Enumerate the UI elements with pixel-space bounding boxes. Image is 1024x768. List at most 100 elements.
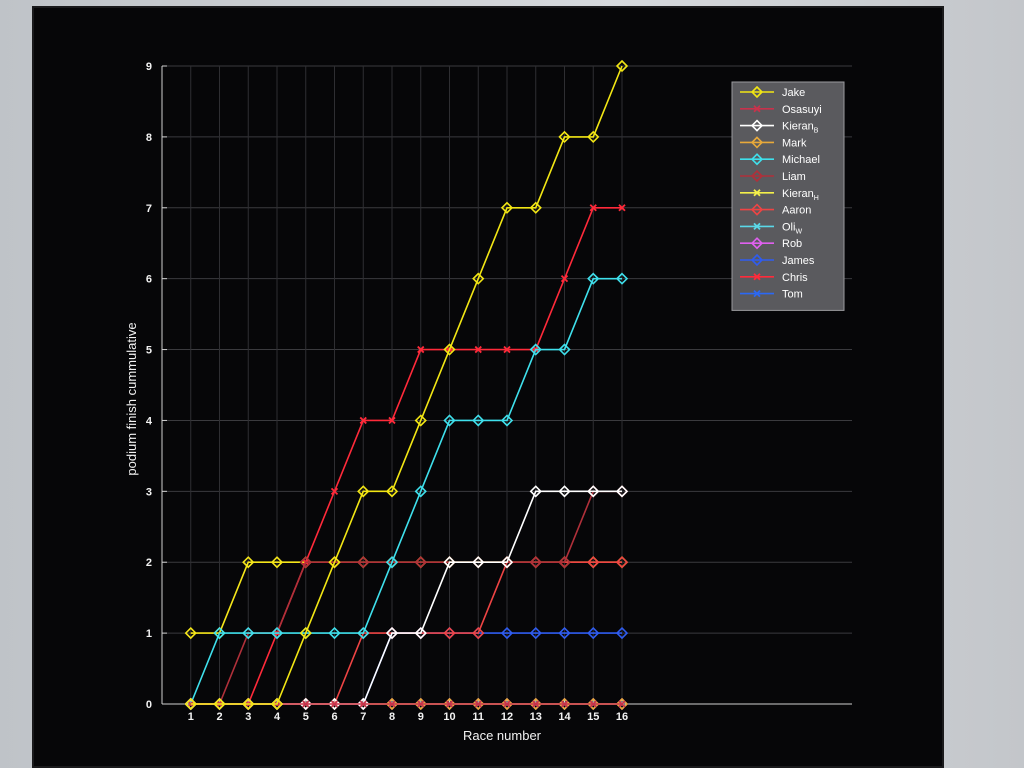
data-point: [184, 697, 197, 711]
legend-item: Chris: [740, 272, 808, 284]
legend-label: Michael: [782, 154, 820, 166]
series-line: [190, 206, 622, 705]
y-tick-label: 2: [146, 557, 152, 569]
x-tick-label: 2: [216, 711, 222, 723]
x-tick-label: 4: [274, 711, 281, 723]
data-point: [529, 485, 542, 498]
data-point: [445, 700, 454, 708]
data-point: [615, 59, 629, 73]
legend-marker: [750, 253, 764, 267]
y-tick-label: 8: [146, 132, 152, 144]
x-tick-label: 10: [443, 711, 455, 723]
data-point: [500, 201, 514, 214]
legend-item: Rob: [740, 237, 802, 250]
data-point: [503, 345, 511, 354]
legend-label: KieranB: [782, 121, 819, 135]
legend-marker: [750, 203, 764, 216]
data-point: [302, 700, 310, 708]
y-tick-label: 3: [146, 486, 152, 498]
data-point: [330, 487, 339, 495]
data-point: [532, 700, 540, 708]
legend-label: Jake: [782, 87, 805, 99]
data-point: [558, 343, 571, 356]
y-tick-label: 5: [146, 345, 152, 357]
y-tick-label: 4: [146, 415, 153, 427]
data-point: [500, 697, 514, 711]
data-point: [587, 626, 600, 640]
y-tick-label: 0: [146, 699, 152, 711]
data-point: [500, 626, 514, 640]
legend-item: KieranH: [740, 188, 819, 202]
x-tick-label: 7: [360, 711, 366, 723]
data-point: [385, 697, 399, 711]
legend-item: KieranB: [740, 119, 819, 135]
data-point: [414, 626, 427, 640]
legend-item: Aaron: [740, 203, 811, 217]
data-point: [242, 556, 255, 569]
x-tick-label: 5: [303, 711, 309, 723]
data-point: [357, 697, 370, 711]
data-point: [472, 414, 485, 427]
data-point: [589, 700, 597, 708]
x-tick-label: 6: [331, 711, 337, 723]
legend-label: James: [782, 255, 815, 267]
series-line: [190, 65, 623, 705]
data-point: [357, 556, 370, 569]
data-point: [589, 204, 597, 212]
data-point: [270, 626, 284, 640]
data-point: [615, 272, 629, 285]
legend-label: Mark: [782, 137, 807, 149]
data-point: [213, 626, 226, 640]
data-point: [414, 556, 427, 569]
legend-label: Aaron: [782, 205, 811, 217]
data-point: [560, 275, 569, 283]
data-point: [474, 345, 482, 354]
series-0: [184, 59, 629, 711]
data-point: [388, 700, 396, 708]
legend-item: Liam: [740, 169, 806, 183]
x-tick-label: 13: [530, 711, 542, 723]
legend: Jake Osasuyi KieranB Mark Michael Liam KieranH…: [731, 81, 845, 311]
data-point: [529, 343, 542, 356]
data-point: [615, 697, 629, 711]
legend-label: Liam: [782, 171, 806, 183]
x-tick-label: 12: [501, 711, 513, 723]
x-tick-label: 16: [616, 711, 628, 723]
legend-marker: [753, 189, 761, 197]
data-point: [359, 416, 367, 425]
legend-marker: [753, 273, 761, 281]
series-line: [190, 277, 622, 705]
y-tick-label: 6: [146, 274, 152, 286]
data-point: [328, 556, 341, 569]
data-point: [443, 556, 456, 569]
x-tick-label: 11: [472, 711, 484, 723]
data-point: [558, 626, 571, 640]
data-point: [242, 626, 255, 640]
data-point: [472, 272, 485, 285]
data-point: [270, 556, 284, 569]
data-point: [618, 700, 626, 708]
x-axis-label: Race number: [463, 728, 542, 743]
data-point: [443, 343, 456, 356]
data-point: [443, 697, 456, 711]
x-tick-label: 8: [389, 711, 395, 723]
data-point: [587, 272, 600, 285]
x-tick-label: 9: [418, 711, 424, 723]
data-point: [414, 697, 427, 711]
data-point: [500, 414, 514, 427]
data-point: [587, 556, 600, 569]
data-point: [615, 485, 629, 498]
data-point: [558, 485, 571, 498]
data-point: [618, 204, 626, 212]
data-point: [385, 485, 399, 498]
data-point: [587, 485, 600, 498]
series-2: [184, 485, 629, 711]
y-tick-label: 9: [146, 61, 152, 73]
legend-box: [731, 81, 845, 311]
data-point: [357, 626, 370, 640]
data-point: [615, 556, 629, 569]
legend-item: Tom: [740, 289, 803, 301]
legend-label-subscript: W: [795, 228, 802, 235]
series-line: [190, 561, 622, 634]
series-line: [190, 490, 622, 705]
